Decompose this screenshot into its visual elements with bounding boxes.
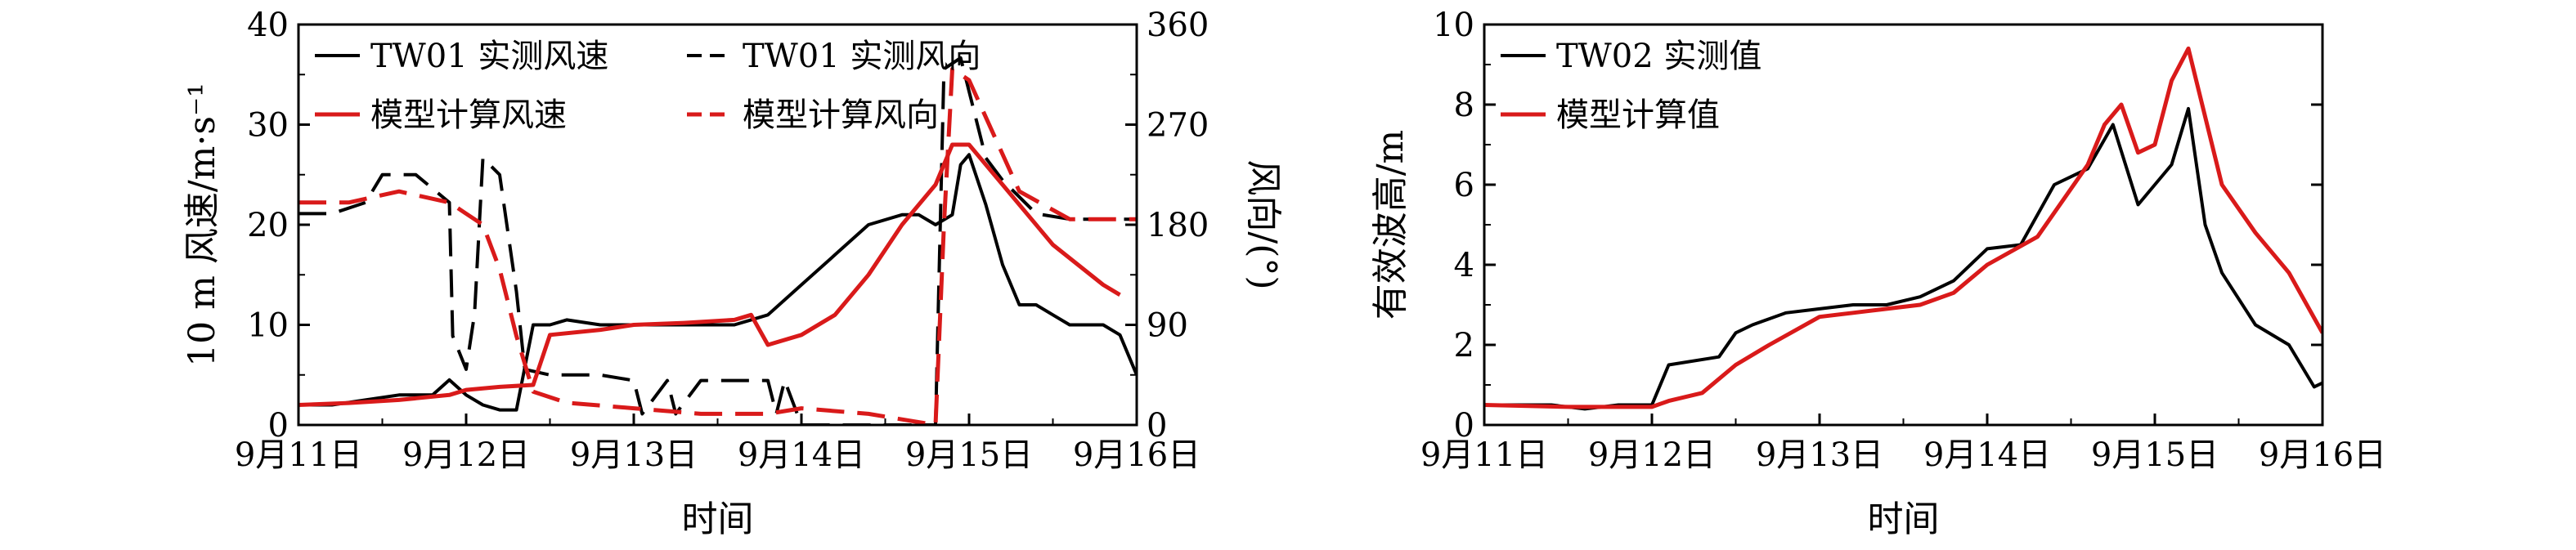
y-tick-label: 6	[1454, 167, 1474, 204]
x-tick-label: 9月12日	[1588, 436, 1716, 474]
y2-tick-label: 360	[1147, 7, 1209, 44]
chart-right: 9月11日 9月12日 9月13日 9月14日 9月15日 9月16日 0 2 4 6 8 10 时间 有…	[1370, 7, 2386, 540]
series-line-2	[1484, 46, 2322, 409]
y-tick-label: 8	[1454, 87, 1474, 124]
x-tick-label: 9月13日	[1756, 436, 1883, 474]
series-line-4	[298, 66, 1137, 425]
y-tick-label: 20	[247, 207, 289, 244]
y2-tick-label: 180	[1147, 207, 1209, 244]
y-tick-label: 0	[1454, 407, 1474, 445]
x-tick-label: 9月14日	[738, 436, 865, 474]
x-tick-label: 9月15日	[2091, 436, 2219, 474]
y-tick-label: 10	[247, 307, 289, 345]
y-tick-label: 4	[1454, 247, 1474, 284]
y-tick-label: 40	[247, 7, 289, 44]
series-line-3	[298, 142, 1121, 407]
x-tick-label: 9月15日	[905, 436, 1033, 474]
series-line-1	[1484, 106, 2322, 411]
legend-label: TW02 实测值	[1556, 38, 1761, 75]
y-axis-label: 10 m 风速/m·s⁻¹	[182, 83, 223, 367]
legend-label: 模型计算风向	[743, 96, 939, 134]
x-tick-label: 9月11日	[235, 436, 362, 474]
y-tick-label: 30	[247, 107, 289, 145]
series-group	[1484, 46, 2322, 411]
y2-tick-label: 270	[1147, 107, 1209, 145]
x-tick-label: 9月16日	[1073, 436, 1200, 474]
plot-frame	[297, 23, 1138, 427]
x-tick-label: 9月14日	[1923, 436, 2051, 474]
x-axis-label: 时间	[682, 499, 754, 540]
series-line-1	[298, 153, 1137, 412]
y2-tick-label: 0	[1147, 407, 1167, 445]
y2-tick-label: 90	[1147, 307, 1188, 345]
x-tick-label: 9月13日	[570, 436, 698, 474]
series-group	[298, 56, 1137, 425]
legend-label: 模型计算风速	[370, 96, 567, 134]
x-tick-label: 9月16日	[2259, 436, 2386, 474]
legend-label: 模型计算值	[1556, 96, 1720, 134]
x-tick-label: 9月11日	[1420, 436, 1548, 474]
legend-label: TW01 实测风向	[743, 38, 981, 75]
y-tick-label: 0	[268, 407, 289, 445]
x-axis-label: 时间	[1868, 499, 1940, 540]
series-line-2	[298, 56, 1137, 425]
y-axis-label: 有效波高/m	[1370, 130, 1411, 320]
y-tick-label: 2	[1454, 327, 1474, 364]
x-tick-label: 9月12日	[402, 436, 530, 474]
chart-left: 9月11日 9月12日 9月13日 9月14日 9月15日 9月16日0102030400…	[182, 7, 1284, 540]
y2-axis-label: 风向/(°)	[1242, 159, 1284, 289]
y-tick-label: 10	[1433, 7, 1474, 44]
legend-label: TW01 实测风速	[370, 38, 608, 75]
